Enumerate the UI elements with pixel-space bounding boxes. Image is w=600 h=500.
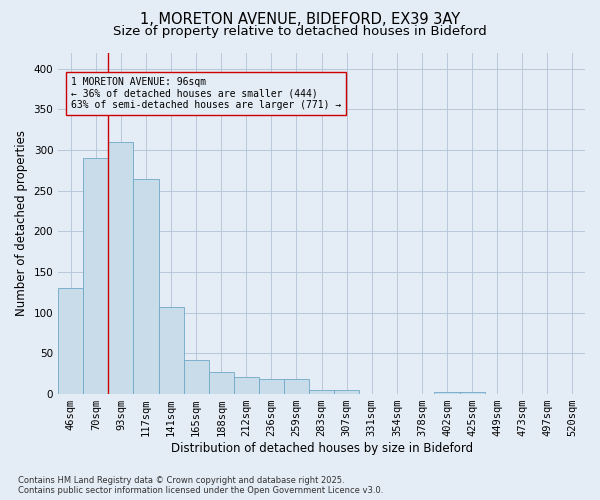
- Bar: [234, 377, 259, 394]
- Bar: [434, 392, 460, 394]
- Bar: [184, 360, 209, 394]
- Text: Size of property relative to detached houses in Bideford: Size of property relative to detached ho…: [113, 25, 487, 38]
- Bar: [133, 178, 158, 394]
- Bar: [284, 380, 309, 394]
- Bar: [83, 158, 109, 394]
- X-axis label: Distribution of detached houses by size in Bideford: Distribution of detached houses by size …: [170, 442, 473, 455]
- Bar: [309, 390, 334, 394]
- Bar: [58, 288, 83, 394]
- Bar: [209, 372, 234, 394]
- Text: 1 MORETON AVENUE: 96sqm
← 36% of detached houses are smaller (444)
63% of semi-d: 1 MORETON AVENUE: 96sqm ← 36% of detache…: [71, 77, 341, 110]
- Bar: [334, 390, 359, 394]
- Bar: [259, 378, 284, 394]
- Y-axis label: Number of detached properties: Number of detached properties: [15, 130, 28, 316]
- Text: 1, MORETON AVENUE, BIDEFORD, EX39 3AY: 1, MORETON AVENUE, BIDEFORD, EX39 3AY: [140, 12, 460, 28]
- Bar: [158, 307, 184, 394]
- Text: Contains HM Land Registry data © Crown copyright and database right 2025.
Contai: Contains HM Land Registry data © Crown c…: [18, 476, 383, 495]
- Bar: [460, 392, 485, 394]
- Bar: [109, 142, 133, 394]
